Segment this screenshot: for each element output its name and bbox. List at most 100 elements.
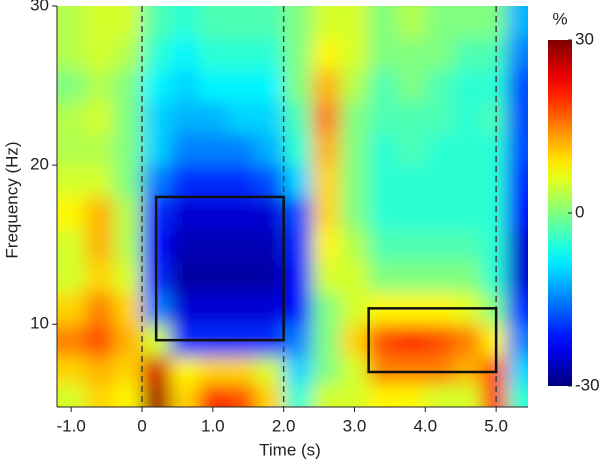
heat-cell [425, 196, 455, 230]
heat-cell [311, 69, 341, 102]
heat-cell [57, 6, 86, 39]
heat-cell [368, 69, 398, 102]
heat-cell [283, 292, 313, 325]
heat-cell [425, 133, 455, 166]
heat-cell [85, 260, 115, 293]
heat-cell [57, 69, 86, 102]
heat-cell [113, 133, 143, 166]
heat-cell [396, 356, 426, 385]
heat-cell [113, 101, 143, 134]
heat-cell [283, 196, 313, 230]
heat-cell [283, 383, 313, 407]
heat-cell [368, 228, 398, 262]
heat-cell [311, 292, 341, 325]
heat-cell [113, 69, 143, 102]
heat-cell [57, 196, 86, 230]
heat-cell [506, 133, 528, 166]
heat-cell [141, 356, 171, 385]
heat-cell [57, 383, 86, 407]
x-tick-label: 3.0 [343, 416, 367, 435]
heat-cell [368, 324, 398, 357]
heat-cell [255, 37, 285, 71]
y-axis-label: Frequency (Hz) [2, 141, 21, 258]
heat-cell [396, 260, 426, 293]
heat-cell [453, 356, 483, 385]
y-tick-label: 30 [30, 0, 49, 14]
heat-cell [283, 37, 313, 71]
heat-cell [85, 133, 115, 166]
heat-cell [85, 324, 115, 357]
heat-cell [340, 356, 370, 385]
heat-cell [283, 165, 313, 198]
heat-cell [283, 324, 313, 357]
heat-cell [506, 69, 528, 102]
heat-cell [170, 292, 200, 325]
heat-cell [226, 260, 256, 293]
heat-cell [453, 101, 483, 134]
colorbar-tick-label: 0 [575, 202, 584, 221]
heat-cell [255, 165, 285, 198]
heat-cell [113, 292, 143, 325]
heat-cell [425, 165, 455, 198]
heat-cell [453, 260, 483, 293]
heat-cell [198, 260, 228, 293]
heat-cell [368, 356, 398, 385]
heat-cell [283, 356, 313, 385]
heat-cell [311, 324, 341, 357]
y-tick-label: 10 [30, 314, 49, 333]
heat-cell [57, 133, 86, 166]
heat-cell [368, 165, 398, 198]
heat-cell [255, 356, 285, 385]
heat-cell [506, 165, 528, 198]
overlays: -1.0 0 1.0 2.0 3.0 4.0 5.0 10 20 30 [30, 0, 528, 435]
heat-cell [368, 196, 398, 230]
heat-cell [453, 165, 483, 198]
heat-cell [255, 228, 285, 262]
heat-cell [57, 101, 86, 134]
heatmap-cells [57, 6, 528, 407]
heat-cell [85, 69, 115, 102]
heat-cell [311, 383, 341, 407]
heat-cell [340, 6, 370, 39]
heat-cell [255, 69, 285, 102]
heat-cell [226, 69, 256, 102]
heat-cell [170, 165, 200, 198]
heat-cell [85, 101, 115, 134]
heat-cell [141, 6, 171, 39]
heat-cell [113, 228, 143, 262]
heat-cell [481, 196, 508, 230]
heat-cell [85, 356, 115, 385]
colorbar-tick-label: 30 [575, 29, 594, 48]
heat-cell [170, 356, 200, 385]
heat-cell [85, 37, 115, 71]
colorbar-label: % [552, 9, 567, 28]
heat-cell [113, 260, 143, 293]
heat-cell [255, 133, 285, 166]
heat-cell [506, 101, 528, 134]
heat-cell [170, 196, 200, 230]
heat-cell [453, 69, 483, 102]
heat-cell [340, 196, 370, 230]
heat-cell [340, 260, 370, 293]
heat-cell [57, 356, 86, 385]
heat-cell [85, 165, 115, 198]
heat-cell [396, 37, 426, 71]
heat-cell [425, 356, 455, 385]
heat-cell [506, 260, 528, 293]
heat-cell [198, 133, 228, 166]
heat-cell [368, 260, 398, 293]
heat-cell [170, 228, 200, 262]
heat-cell [340, 101, 370, 134]
heat-cell [141, 383, 171, 407]
heat-cell [425, 228, 455, 262]
heat-cell [425, 6, 455, 39]
heat-cell [170, 133, 200, 166]
heat-cell [57, 324, 86, 357]
heatmap [57, 6, 528, 407]
x-axis-label: Time (s) [259, 440, 321, 459]
heat-cell [198, 228, 228, 262]
heat-cell [396, 133, 426, 166]
heat-cell [453, 37, 483, 71]
heat-cell [453, 196, 483, 230]
heat-cell [453, 133, 483, 166]
